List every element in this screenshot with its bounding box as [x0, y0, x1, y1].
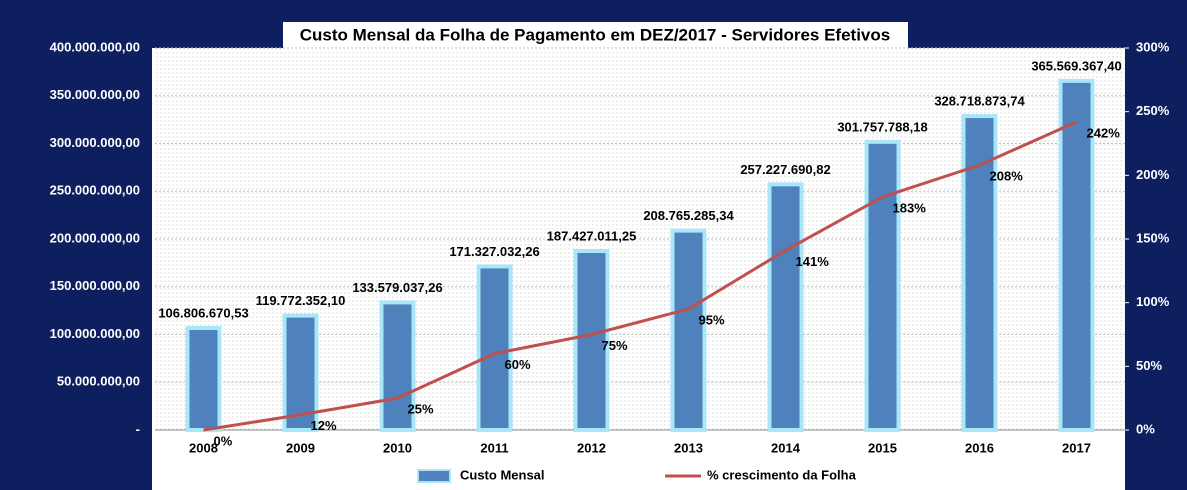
- legend-swatch: [417, 469, 451, 483]
- line-value-label: 25%: [408, 402, 434, 417]
- line-value-label: 60%: [505, 357, 531, 372]
- y-tick-label: 400.000.000,00: [50, 39, 140, 54]
- chart-title: Custo Mensal da Folha de Pagamento em DE…: [300, 25, 890, 44]
- bar-value-label: 187.427.011,25: [547, 228, 637, 243]
- x-tick-label: 2012: [577, 440, 606, 455]
- y2-tick-label: 250%: [1136, 103, 1170, 118]
- bar-value-label: 365.569.367,40: [1031, 58, 1121, 73]
- bar: [1058, 78, 1095, 432]
- y2-tick-label: 50%: [1136, 358, 1162, 373]
- x-tick-label: 2011: [480, 440, 508, 455]
- x-tick-label: 2017: [1062, 440, 1091, 455]
- bar-value-label: 119.772.352,10: [256, 293, 346, 308]
- y-tick-label: 150.000.000,00: [50, 278, 140, 293]
- line-value-label: 75%: [602, 338, 628, 353]
- y2-tick-label: 100%: [1136, 294, 1170, 309]
- bar: [767, 182, 804, 432]
- bar-value-label: 328.718.873,74: [934, 94, 1025, 109]
- bar: [864, 139, 901, 432]
- line-value-label: 242%: [1087, 125, 1121, 140]
- bar-value-label: 257.227.690,82: [740, 162, 830, 177]
- bar-value-label: 106.806.670,53: [158, 305, 248, 320]
- y-tick-label: 50.000.000,00: [57, 374, 140, 389]
- line-value-label: 12%: [311, 418, 337, 433]
- legend-label: Custo Mensal: [460, 467, 545, 482]
- y-tick-label: -: [136, 421, 140, 436]
- bar: [185, 325, 222, 433]
- bar: [379, 300, 416, 432]
- y-tick-label: 200.000.000,00: [50, 230, 140, 245]
- y2-tick-label: 200%: [1136, 167, 1170, 182]
- bar: [573, 249, 610, 432]
- y2-tick-label: 150%: [1136, 230, 1170, 245]
- x-tick-label: 2008: [189, 440, 218, 455]
- bar: [670, 228, 707, 432]
- bar: [476, 264, 513, 432]
- bar: [282, 313, 319, 432]
- x-tick-label: 2015: [868, 440, 897, 455]
- line-value-label: 0%: [214, 433, 233, 448]
- bar-value-label: 133.579.037,26: [352, 280, 442, 295]
- title-box: [283, 22, 908, 50]
- legend-label: % crescimento da Folha: [707, 467, 857, 482]
- x-tick-label: 2010: [383, 440, 412, 455]
- y-tick-label: 250.000.000,00: [50, 183, 140, 198]
- x-tick-label: 2009: [286, 440, 315, 455]
- y-tick-label: 100.000.000,00: [50, 326, 140, 341]
- bar: [961, 114, 998, 432]
- y2-tick-label: 0%: [1136, 421, 1155, 436]
- bar-value-label: 171.327.032,26: [449, 244, 539, 259]
- line-value-label: 183%: [893, 200, 927, 215]
- y-tick-label: 350.000.000,00: [50, 87, 140, 102]
- line-value-label: 141%: [796, 254, 830, 269]
- y2-tick-label: 300%: [1136, 39, 1170, 54]
- x-tick-label: 2014: [771, 440, 801, 455]
- x-tick-label: 2013: [674, 440, 703, 455]
- line-value-label: 208%: [990, 169, 1024, 184]
- y-tick-label: 300.000.000,00: [50, 135, 140, 150]
- bar-value-label: 208.765.285,34: [643, 208, 734, 223]
- bar-value-label: 301.757.788,18: [837, 119, 927, 134]
- line-value-label: 95%: [699, 312, 725, 327]
- line: [203, 120, 1078, 432]
- x-tick-label: 2016: [965, 440, 994, 455]
